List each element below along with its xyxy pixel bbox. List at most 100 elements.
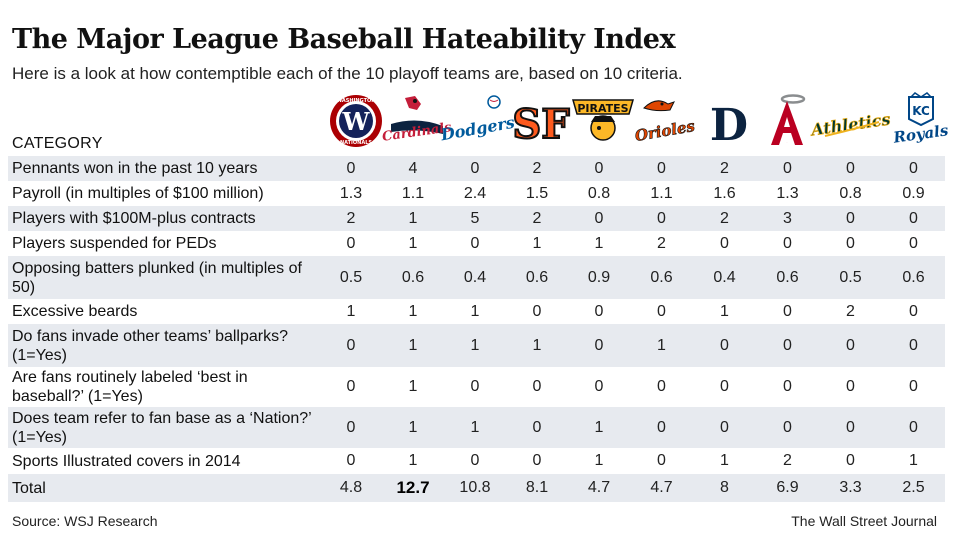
angels-logo-text: A (787, 141, 788, 144)
cell-value: 2 (506, 206, 568, 231)
giants-logo-text: SF (512, 101, 569, 148)
cell-value: 0 (594, 378, 604, 395)
cell-value: 0.9 (902, 184, 925, 202)
team-logo-row: W WASHINGTON NATIONALS Cardinals Dodgers… (0, 92, 959, 152)
nationals-logo-ring: WASHINGTON (337, 98, 376, 104)
athletics-logo: Athletics (808, 92, 892, 150)
cell-value: 1 (594, 452, 604, 469)
giants-logo: SF (510, 92, 572, 150)
cell-value: 2 (657, 234, 666, 252)
cell-value: 1.1 (401, 184, 425, 202)
cell-value: 1 (532, 234, 542, 252)
cell-value: 0 (532, 378, 542, 395)
cell-value: 0 (846, 234, 855, 252)
table-row: Sports Illustrated covers in 2014 0 1 0 0 1 0 1… (8, 448, 945, 474)
cell-value: 0 (346, 452, 356, 469)
cell-value: 0.5 (320, 256, 382, 299)
tigers-logo-text: D (710, 100, 748, 151)
total-value: 12.7 (382, 474, 444, 502)
cell-value: 0.8 (839, 184, 862, 202)
nationals-logo-sub: NATIONALS (340, 140, 372, 146)
cell-value: 0.8 (587, 184, 611, 202)
table-row: Pennants won in the past 10 years 0 4 0 2 0 0 2… (8, 156, 945, 181)
total-value: 10.8 (444, 474, 506, 502)
category-header: CATEGORY (12, 135, 103, 152)
cardinals-logo: Cardinals (381, 92, 453, 150)
cell-value: 0.6 (882, 256, 945, 299)
total-value: 8.1 (506, 474, 568, 502)
cell-value: 0 (568, 324, 630, 367)
cell-value: 0 (756, 324, 819, 367)
cell-value: 0 (320, 324, 382, 367)
total-value: 2.5 (882, 474, 945, 502)
total-value: 8 (693, 474, 756, 502)
row-label: Do fans invade other teams’ ballparks? (… (8, 324, 320, 367)
total-value: 4.7 (630, 474, 693, 502)
table-row: Payroll (in multiples of $100 million) 1.… (8, 181, 945, 206)
cell-value: 0 (720, 378, 729, 395)
cell-value: 0 (909, 302, 918, 320)
cell-value: 0 (909, 378, 918, 395)
cell-value: 2 (506, 156, 568, 181)
chart-title: The Major League Baseball Hateability In… (12, 24, 676, 55)
row-label: Pennants won in the past 10 years (8, 156, 320, 181)
cell-value: 0 (819, 206, 882, 231)
publisher-credit: The Wall Street Journal (791, 513, 937, 529)
cell-value: 1 (506, 324, 568, 367)
royals-logo-monogram: KC (912, 104, 930, 118)
cell-value: 1.6 (713, 184, 736, 202)
pirates-logo: PIRATES (572, 92, 634, 150)
cell-value: 0.4 (693, 256, 756, 299)
cell-value: 0 (470, 234, 480, 252)
cell-value: 0 (783, 378, 792, 395)
cell-value: 0 (819, 324, 882, 367)
cell-value: 0 (783, 234, 792, 252)
cell-value: 2 (846, 302, 855, 320)
table-row: Do fans invade other teams’ ballparks? (… (8, 324, 945, 367)
cell-value: 0 (657, 302, 666, 320)
cell-value: 0 (693, 324, 756, 367)
table-row: Excessive beards 1 1 1 0 0 0 1 0 2 0 (8, 299, 945, 324)
nationals-logo-text: W (342, 107, 371, 136)
cell-value: 0 (882, 324, 945, 367)
cell-value: 1 (382, 324, 444, 367)
cell-value: 1.1 (650, 184, 673, 202)
cell-value: 1 (568, 407, 630, 448)
cell-value: 2.4 (463, 184, 487, 202)
cell-value: 0 (470, 378, 480, 395)
cell-value: 0.6 (506, 256, 568, 299)
cell-value: 0 (532, 302, 542, 320)
total-label: Total (8, 474, 320, 502)
cell-value: 1 (408, 452, 418, 469)
angels-logo: A (756, 92, 818, 150)
cell-value: 1 (720, 452, 729, 469)
table-row: Opposing batters plunked (in multiples o… (8, 256, 945, 299)
cell-value: 0 (909, 234, 918, 252)
cell-value: 1 (408, 378, 418, 395)
athletics-logo-text: Athletics (808, 110, 891, 140)
cell-value: 1 (470, 302, 480, 320)
cell-value: 0.6 (756, 256, 819, 299)
orioles-logo: Orioles (633, 92, 697, 150)
table-row: Players with $100M-plus contracts 2 1 5 2 0 0 2… (8, 206, 945, 231)
table-row: Does team refer to fan base as a ‘Nation… (8, 407, 945, 448)
cell-value: 1 (382, 407, 444, 448)
cell-value: 1 (594, 234, 604, 252)
total-value: 3.3 (819, 474, 882, 502)
cell-value: 0 (783, 302, 792, 320)
cell-value: 0.9 (568, 256, 630, 299)
cell-value: 1.3 (339, 184, 363, 202)
cell-value: 0 (882, 156, 945, 181)
total-value: 4.8 (320, 474, 382, 502)
royals-logo: KC Royals (890, 92, 952, 150)
cell-value: 3 (756, 206, 819, 231)
row-label: Are fans routinely labeled ‘best in base… (12, 369, 248, 405)
cell-value: 0 (846, 452, 855, 469)
cell-value: 0 (444, 156, 506, 181)
cell-value: 0 (506, 407, 568, 448)
cell-value: 0 (346, 234, 356, 252)
cell-value: 0.6 (382, 256, 444, 299)
cell-value: 1.3 (776, 184, 799, 202)
row-label: Sports Illustrated covers in 2014 (12, 452, 241, 470)
cell-value: 1 (346, 302, 356, 320)
